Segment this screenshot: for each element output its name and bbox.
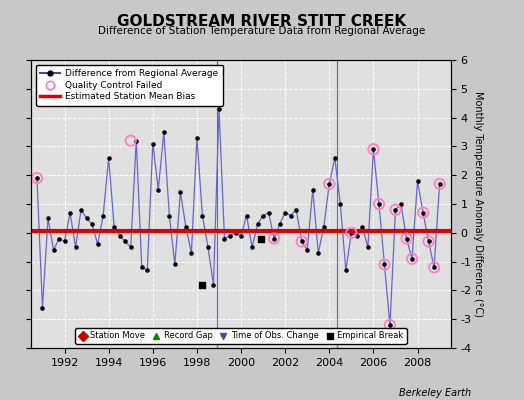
Point xyxy=(347,230,356,236)
Point xyxy=(386,322,394,328)
Point xyxy=(408,256,416,262)
Point xyxy=(369,146,378,152)
Point xyxy=(270,235,278,242)
Point xyxy=(391,206,400,213)
Point xyxy=(325,181,333,187)
Y-axis label: Monthly Temperature Anomaly Difference (°C): Monthly Temperature Anomaly Difference (… xyxy=(473,91,483,317)
Point xyxy=(375,201,383,207)
Text: Difference of Station Temperature Data from Regional Average: Difference of Station Temperature Data f… xyxy=(99,26,425,36)
Point xyxy=(33,175,41,181)
Point xyxy=(257,235,266,242)
Point xyxy=(424,238,433,245)
Point xyxy=(126,138,135,144)
Point xyxy=(430,264,438,270)
Text: GOLDSTREAM RIVER STITT CREEK: GOLDSTREAM RIVER STITT CREEK xyxy=(117,14,407,29)
Text: Berkeley Earth: Berkeley Earth xyxy=(399,388,472,398)
Point xyxy=(419,210,427,216)
Point xyxy=(298,238,306,245)
Legend: Station Move, Record Gap, Time of Obs. Change, Empirical Break: Station Move, Record Gap, Time of Obs. C… xyxy=(75,328,407,344)
Point xyxy=(402,235,411,242)
Point xyxy=(198,282,206,288)
Point xyxy=(435,181,444,187)
Point xyxy=(380,261,389,268)
